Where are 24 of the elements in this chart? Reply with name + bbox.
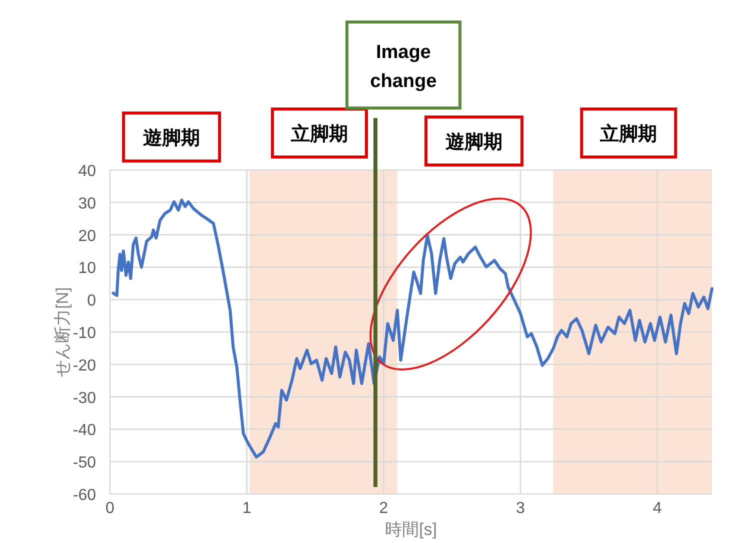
x-axis-title: 時間[s]	[385, 520, 437, 539]
y-tick-label: 40	[78, 163, 96, 180]
y-tick-label: -60	[72, 487, 96, 504]
x-tick-label: 2	[379, 500, 388, 517]
text: 遊脚期	[143, 128, 200, 149]
y-tick-label: 10	[78, 260, 96, 278]
y-tick-label: -20	[72, 357, 96, 374]
x-tick-label: 1	[242, 500, 252, 517]
x-tick-label: 3	[516, 500, 525, 517]
ref-line-label: Image change	[370, 42, 437, 92]
band-label: 立脚期	[599, 123, 658, 145]
y-tick-label: -50	[72, 454, 96, 472]
y-tick-label: 20	[78, 228, 96, 245]
y-tick-label: -40	[72, 422, 96, 440]
line-series	[112, 198, 714, 459]
band-label: 立脚期	[290, 123, 348, 145]
text: 遊脚期	[445, 132, 502, 153]
y-tick-label: 0	[87, 292, 96, 310]
x-tick-label: 0	[106, 500, 115, 517]
y-tick-label: -10	[72, 325, 96, 342]
y-tick-label: 30	[78, 195, 96, 212]
y-axis-title: せん断力[N]	[53, 287, 72, 377]
y-tick-label: -30	[72, 390, 96, 407]
x-tick-label: 4	[652, 500, 662, 517]
